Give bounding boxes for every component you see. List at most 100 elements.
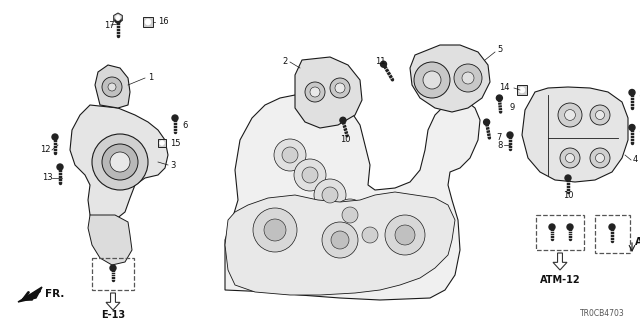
Text: 15: 15 [170, 139, 180, 148]
Circle shape [110, 265, 116, 271]
Circle shape [331, 231, 349, 249]
Circle shape [102, 144, 138, 180]
Circle shape [115, 15, 120, 20]
Circle shape [92, 134, 148, 190]
Circle shape [253, 208, 297, 252]
Polygon shape [18, 287, 42, 302]
Circle shape [423, 71, 441, 89]
Circle shape [340, 117, 346, 123]
Circle shape [322, 187, 338, 203]
Polygon shape [114, 13, 122, 23]
Circle shape [264, 219, 286, 241]
Text: 10: 10 [638, 131, 640, 140]
Circle shape [159, 140, 164, 145]
Circle shape [590, 105, 610, 125]
Circle shape [294, 159, 326, 191]
Circle shape [567, 224, 573, 230]
Circle shape [609, 224, 615, 230]
Circle shape [454, 64, 482, 92]
Circle shape [381, 61, 387, 67]
Text: 5: 5 [497, 45, 502, 54]
Polygon shape [522, 87, 628, 182]
Circle shape [335, 83, 345, 93]
Text: E-13: E-13 [101, 310, 125, 320]
Circle shape [57, 164, 63, 170]
Circle shape [322, 222, 358, 258]
Text: TR0CB4703: TR0CB4703 [580, 308, 625, 317]
Circle shape [590, 148, 610, 168]
Bar [517, 85, 527, 95]
Circle shape [108, 83, 116, 91]
Text: 2: 2 [283, 58, 288, 67]
Circle shape [310, 87, 320, 97]
Circle shape [302, 167, 318, 183]
Polygon shape [553, 253, 567, 270]
Circle shape [558, 103, 582, 127]
Circle shape [385, 215, 425, 255]
Bar [143, 17, 153, 27]
Text: ATM-12: ATM-12 [540, 275, 580, 285]
Circle shape [629, 90, 635, 95]
Bar [158, 139, 166, 147]
Polygon shape [88, 215, 132, 265]
Circle shape [497, 95, 502, 101]
Text: FR.: FR. [45, 289, 65, 299]
Circle shape [274, 139, 306, 171]
Circle shape [334, 199, 366, 231]
Bar [536, 215, 584, 250]
Text: 9: 9 [510, 103, 515, 113]
Circle shape [52, 134, 58, 140]
Circle shape [110, 152, 130, 172]
Polygon shape [95, 65, 130, 108]
Circle shape [565, 175, 571, 181]
Text: 11: 11 [375, 58, 385, 67]
Text: 10: 10 [563, 191, 573, 201]
Polygon shape [295, 57, 362, 128]
Text: 13: 13 [42, 173, 52, 182]
Text: 7: 7 [496, 133, 501, 142]
Circle shape [484, 119, 490, 125]
Polygon shape [106, 293, 120, 310]
Polygon shape [410, 45, 490, 112]
Text: ATM-13: ATM-13 [635, 237, 640, 247]
Circle shape [354, 219, 386, 251]
Text: 3: 3 [170, 161, 175, 170]
Text: 8: 8 [497, 140, 502, 149]
Circle shape [507, 132, 513, 138]
Bar [595, 215, 630, 253]
Circle shape [519, 87, 525, 93]
Text: 10: 10 [340, 135, 350, 145]
Text: 6: 6 [182, 121, 188, 130]
Circle shape [145, 19, 151, 25]
Text: 17: 17 [104, 20, 115, 29]
Circle shape [629, 124, 635, 131]
Circle shape [462, 72, 474, 84]
Circle shape [330, 78, 350, 98]
Text: 10: 10 [638, 95, 640, 105]
Circle shape [314, 179, 346, 211]
Circle shape [549, 224, 555, 230]
Polygon shape [225, 95, 480, 300]
Text: 1: 1 [148, 74, 153, 83]
Text: 14: 14 [499, 84, 510, 92]
Circle shape [115, 17, 121, 23]
Circle shape [282, 147, 298, 163]
Circle shape [595, 110, 605, 119]
Circle shape [362, 227, 378, 243]
Circle shape [342, 207, 358, 223]
Circle shape [560, 148, 580, 168]
Polygon shape [70, 105, 168, 222]
Circle shape [395, 225, 415, 245]
Circle shape [305, 82, 325, 102]
Text: 16: 16 [158, 18, 168, 27]
Text: 12: 12 [40, 146, 51, 155]
Circle shape [566, 154, 575, 163]
Circle shape [102, 77, 122, 97]
Circle shape [564, 109, 575, 120]
Circle shape [595, 154, 605, 163]
Polygon shape [225, 192, 455, 295]
Circle shape [172, 115, 178, 121]
Bar [92, 258, 134, 290]
Text: 4: 4 [633, 156, 638, 164]
Circle shape [414, 62, 450, 98]
